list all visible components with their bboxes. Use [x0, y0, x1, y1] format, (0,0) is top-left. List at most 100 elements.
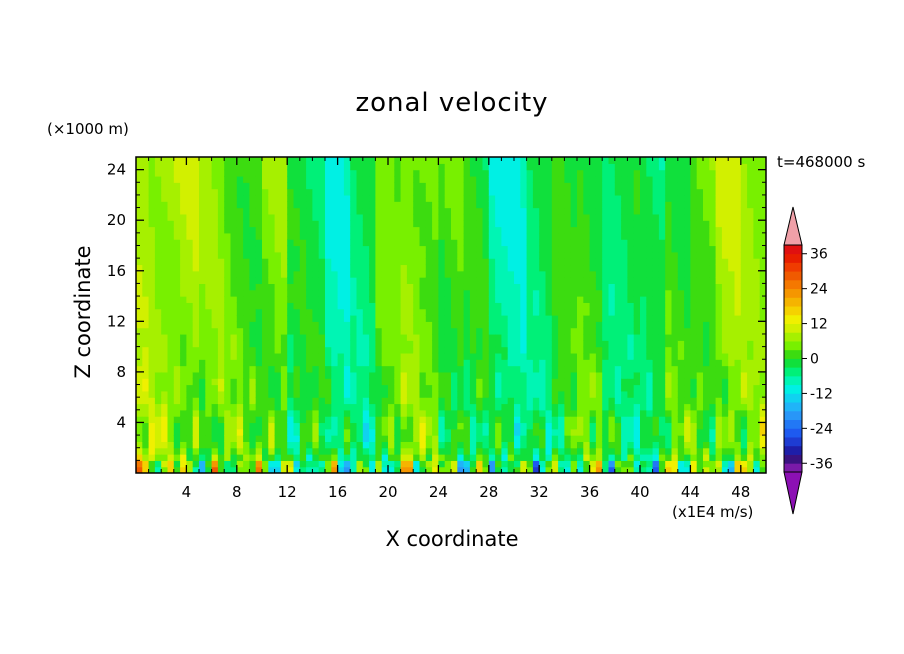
field-cell — [325, 397, 332, 405]
field-cell — [255, 359, 263, 367]
field-cell — [658, 194, 666, 202]
field-cell — [558, 390, 565, 398]
field-cell — [526, 454, 534, 461]
field-cell — [658, 340, 666, 348]
field-cell — [236, 315, 244, 322]
field-cell — [532, 226, 540, 234]
field-cell — [551, 239, 559, 247]
field-cell — [627, 409, 635, 417]
field-cell — [488, 327, 496, 335]
field-cell — [444, 422, 452, 430]
field-cell — [709, 201, 717, 209]
field-cell — [230, 384, 238, 392]
field-cell — [532, 289, 540, 297]
field-cell — [318, 390, 326, 398]
field-cell — [331, 245, 339, 253]
field-cell — [325, 409, 332, 417]
field-cell — [205, 346, 213, 354]
field-cell — [520, 258, 528, 266]
field-cell — [514, 270, 521, 278]
field-cell — [696, 333, 704, 341]
field-cell — [583, 258, 591, 266]
field-cell — [136, 213, 143, 221]
field-cell — [463, 365, 471, 373]
field-cell — [274, 422, 282, 430]
field-cell — [299, 416, 307, 424]
field-cell — [331, 296, 339, 303]
field-cell — [331, 340, 339, 348]
field-cell — [224, 333, 232, 341]
field-cell — [381, 435, 389, 442]
field-cell — [463, 447, 471, 455]
field-cell — [136, 340, 143, 348]
field-cell — [507, 157, 515, 164]
field-cell — [558, 441, 565, 449]
field-cell — [306, 435, 313, 442]
field-cell — [721, 403, 729, 411]
field-cell — [325, 428, 332, 436]
field-cell — [671, 245, 679, 253]
field-cell — [325, 390, 332, 398]
field-cell — [507, 359, 515, 367]
field-cell — [690, 175, 698, 183]
field-cell — [583, 302, 591, 310]
field-cell — [362, 428, 370, 436]
field-cell — [633, 220, 641, 228]
field-cell — [230, 466, 238, 473]
field-cell — [677, 169, 685, 177]
field-cell — [608, 378, 616, 386]
field-cell — [753, 447, 761, 455]
field-cell — [249, 428, 257, 436]
field-cell — [369, 454, 376, 461]
field-cell — [280, 340, 288, 348]
field-cell — [438, 466, 446, 473]
field-cell — [684, 157, 691, 164]
field-cell — [236, 207, 244, 215]
field-cell — [142, 270, 150, 278]
field-cell — [318, 258, 326, 266]
field-cell — [577, 346, 584, 354]
field-cell — [476, 447, 484, 455]
field-cell — [627, 239, 635, 247]
field-cell — [640, 283, 647, 291]
field-cell — [532, 308, 540, 316]
field-cell — [551, 359, 559, 367]
field-cell — [658, 327, 666, 335]
field-cell — [199, 220, 206, 228]
field-cell — [142, 466, 150, 473]
field-cell — [287, 454, 295, 461]
field-cell — [224, 346, 232, 354]
field-cell — [167, 409, 175, 417]
field-cell — [325, 466, 332, 473]
field-cell — [318, 384, 326, 392]
field-cell — [180, 302, 187, 310]
field-cell — [142, 245, 150, 253]
field-cell — [154, 327, 162, 335]
field-cell — [526, 321, 534, 329]
field-cell — [570, 289, 578, 297]
field-cell — [690, 239, 698, 247]
field-cell — [136, 422, 143, 430]
field-cell — [331, 302, 339, 310]
field-cell — [375, 194, 383, 202]
field-cell — [318, 308, 326, 316]
field-cell — [236, 333, 244, 341]
field-cell — [621, 441, 628, 449]
field-cell — [325, 365, 332, 373]
field-cell — [280, 194, 288, 202]
field-cell — [469, 289, 477, 297]
field-cell — [457, 447, 465, 455]
field-cell — [192, 157, 200, 164]
field-cell — [476, 270, 484, 278]
field-cell — [236, 403, 244, 411]
field-cell — [306, 232, 313, 240]
field-cell — [721, 188, 729, 196]
field-cell — [142, 188, 150, 196]
field-cell — [161, 365, 169, 373]
field-cell — [526, 169, 534, 177]
field-cell — [740, 277, 748, 284]
field-cell — [217, 352, 225, 360]
field-cell — [703, 441, 710, 449]
field-cell — [652, 384, 660, 392]
field-cell — [570, 352, 578, 360]
